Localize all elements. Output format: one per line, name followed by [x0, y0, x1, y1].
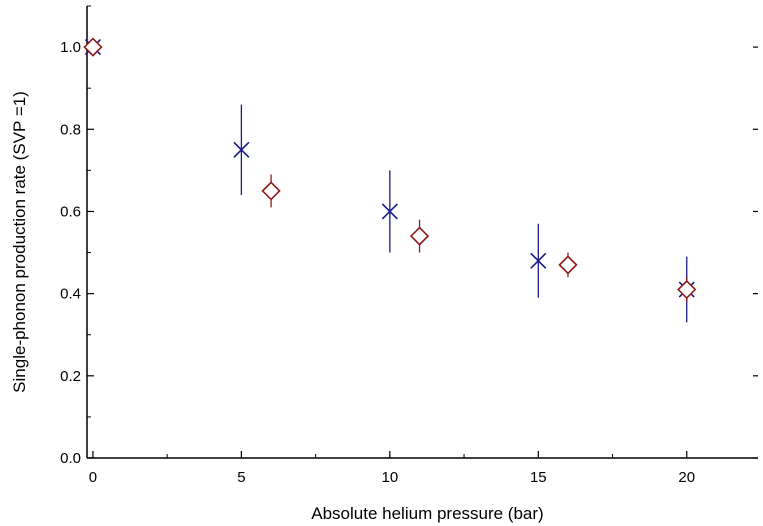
y-tick-label: 0.2: [60, 368, 81, 385]
cross-point: [381, 203, 398, 220]
axes: [86, 6, 758, 459]
diamond-point: [677, 279, 697, 300]
cross-point: [233, 141, 250, 158]
series-diamond: [83, 37, 697, 302]
diamond-point: [83, 37, 103, 57]
diamond-point: [261, 181, 281, 201]
y-tick-label: 1.0: [60, 39, 81, 56]
data-marks: [83, 37, 697, 323]
x-tick-label: 0: [89, 469, 97, 486]
diamond-point: [558, 255, 578, 275]
cross-point: [530, 252, 547, 269]
x-tick-label: 5: [237, 469, 245, 486]
x-tick-label: 10: [381, 469, 398, 486]
diamond-point: [409, 226, 430, 246]
y-tick-label: 0.0: [60, 450, 81, 467]
y-tick-label: 0.8: [60, 121, 81, 138]
series-cross: [84, 39, 695, 323]
y-axis-title: Single-phonon production rate (SVP =1): [10, 91, 29, 393]
x-axis-title: Absolute helium pressure (bar): [311, 504, 543, 523]
ticks: 0 5 10 15 20 0.0 0.2 0.4 0.6 0.8 1.0: [60, 5, 758, 486]
x-tick-label: 20: [678, 469, 695, 486]
y-tick-label: 0.6: [60, 203, 81, 220]
x-tick-label: 15: [530, 469, 547, 486]
y-tick-label: 0.4: [60, 286, 81, 303]
